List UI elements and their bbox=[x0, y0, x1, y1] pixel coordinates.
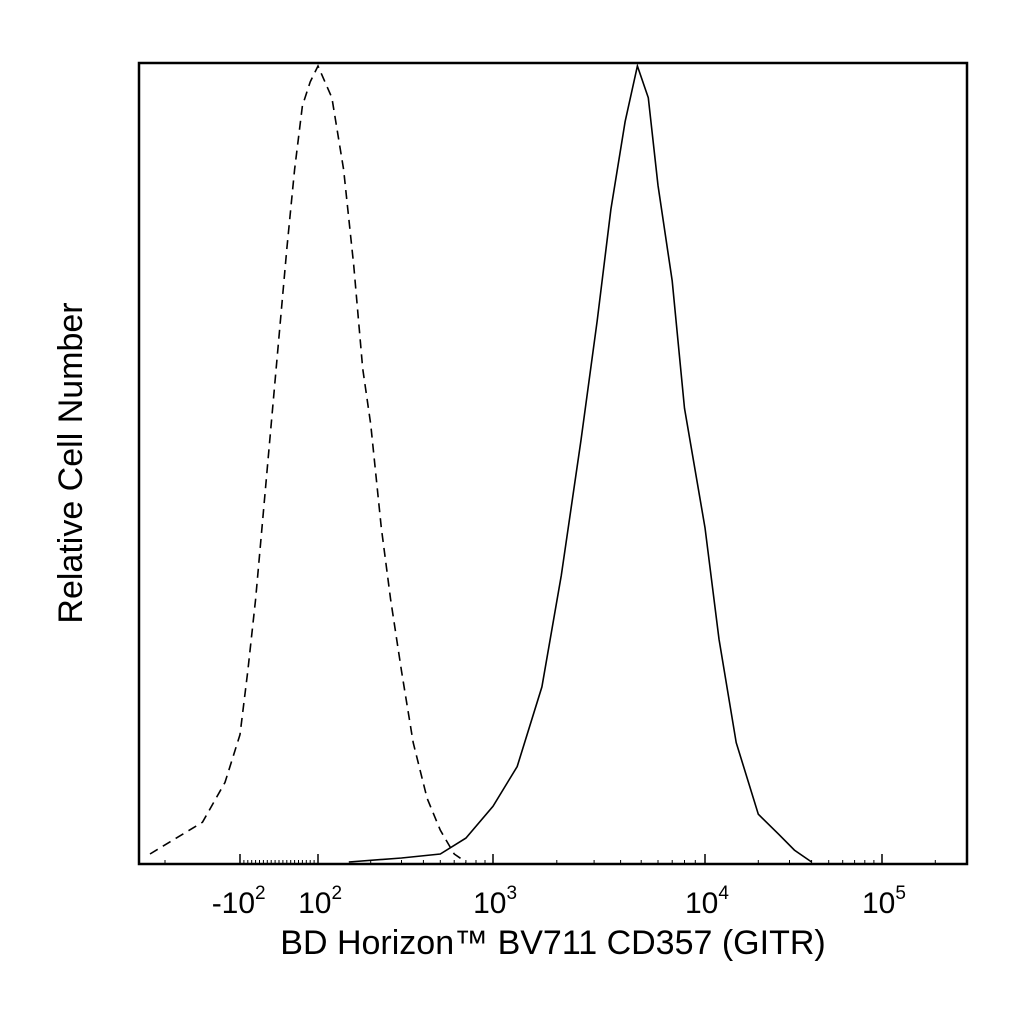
x-tick-label: -102 bbox=[212, 883, 266, 920]
series-solid-line bbox=[348, 63, 813, 863]
series-dashed-line bbox=[149, 64, 467, 863]
x-axis-ticks: -102 102 103 104 105 bbox=[164, 854, 936, 920]
x-tick-label: 102 bbox=[298, 883, 342, 920]
y-axis-label: Relative Cell Number bbox=[52, 302, 90, 623]
plot-frame bbox=[137, 61, 969, 866]
x-axis-label: BD Horizon™ BV711 CD357 (GITR) bbox=[280, 924, 825, 962]
x-tick-label: 104 bbox=[685, 883, 729, 920]
x-tick-label: 103 bbox=[473, 883, 517, 920]
series-layer bbox=[149, 63, 813, 863]
x-tick-label: 105 bbox=[862, 883, 906, 920]
